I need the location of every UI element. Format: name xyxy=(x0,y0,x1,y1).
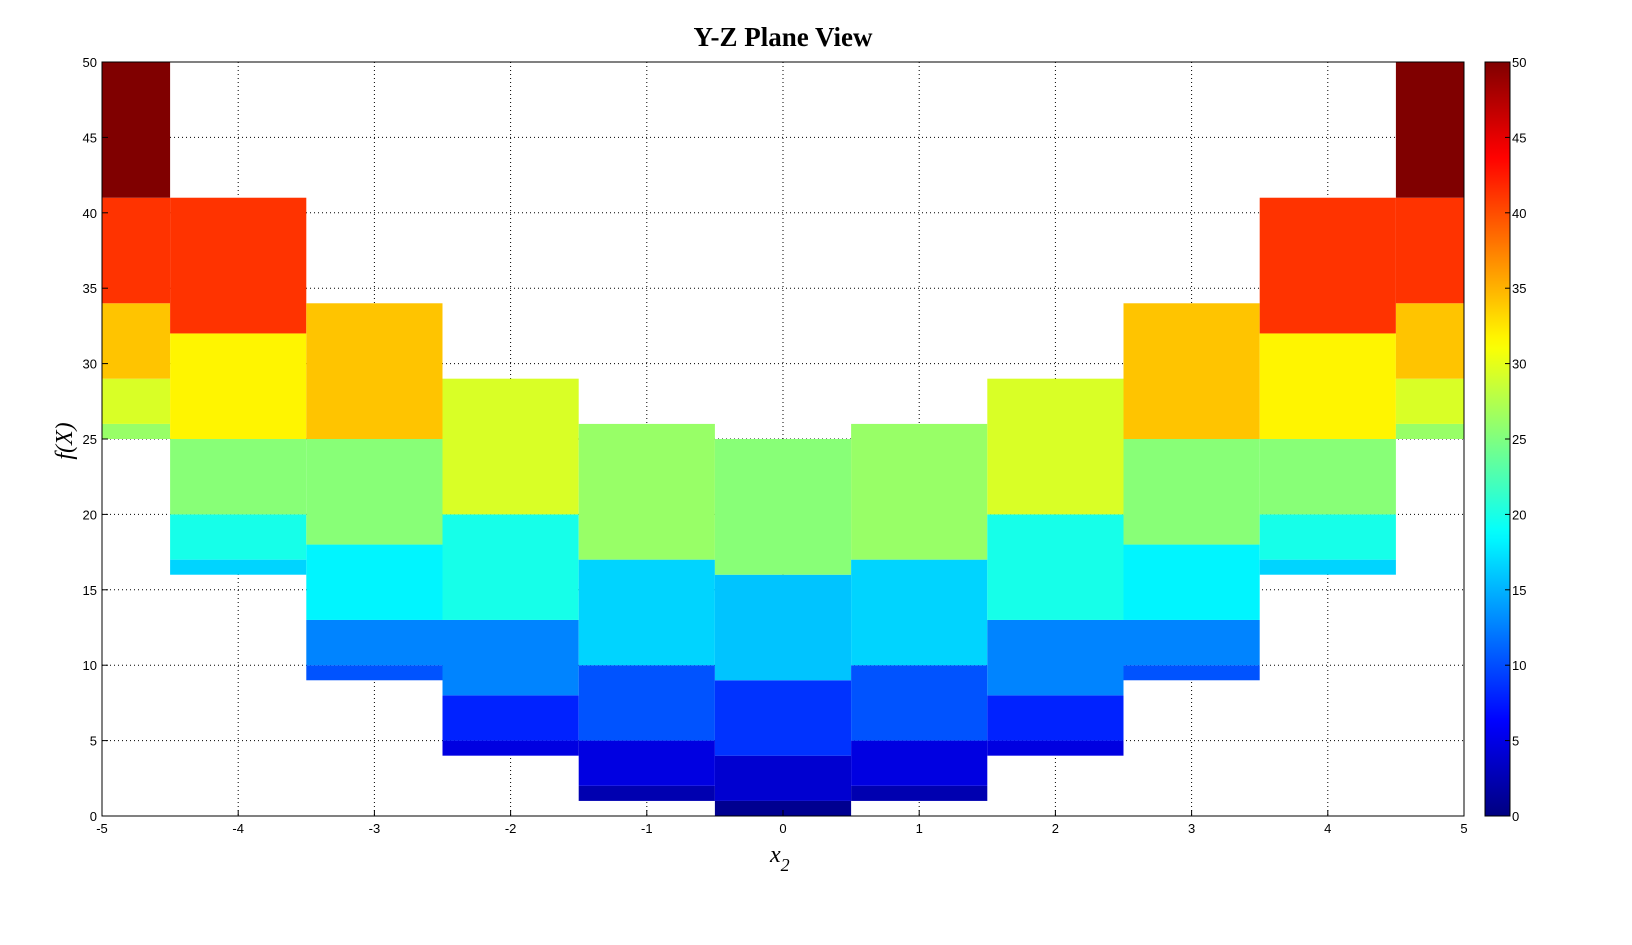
bar-segment xyxy=(170,514,307,560)
bars xyxy=(102,62,1464,816)
bar-segment xyxy=(102,423,171,439)
colorbar-tick-label: 30 xyxy=(1512,357,1526,372)
y-tick-label: 30 xyxy=(83,357,97,372)
bar-segment xyxy=(851,740,988,786)
y-tick-label: 50 xyxy=(83,55,97,70)
bar-segment xyxy=(306,619,443,666)
x-tick-label: 0 xyxy=(779,821,786,836)
bar-segment xyxy=(987,695,1124,741)
bar-segment xyxy=(170,439,307,515)
bar-segment xyxy=(442,514,579,620)
y-tick-label: 40 xyxy=(83,206,97,221)
x-axis-label: x2 xyxy=(769,842,790,875)
colorbar-tick-label: 50 xyxy=(1512,55,1526,70)
bar-segment xyxy=(1123,303,1260,439)
bar-segment xyxy=(1395,197,1464,304)
bar-segment xyxy=(1123,619,1260,666)
bar-segment xyxy=(1395,378,1464,424)
y-tick-label: 5 xyxy=(90,734,97,749)
bar-segment xyxy=(714,439,852,575)
bar-segment xyxy=(442,619,579,696)
bar-segment xyxy=(851,785,988,801)
x-tick-label: 3 xyxy=(1188,821,1195,836)
bar-segment xyxy=(1123,665,1260,681)
y-tick-label: 35 xyxy=(83,281,97,296)
colorbar-tick-label: 25 xyxy=(1512,432,1526,447)
bar-segment xyxy=(578,785,715,801)
bar-segment xyxy=(987,514,1124,620)
colorbar-tick-label: 40 xyxy=(1512,206,1526,221)
bar-segment xyxy=(306,439,443,545)
y-tick-label: 45 xyxy=(83,130,97,145)
x-tick-label: 4 xyxy=(1324,821,1331,836)
bar-segment xyxy=(170,197,307,334)
colorbar: 0 5 10 15 20 25 30 35 40 45 50 xyxy=(1484,55,1526,824)
bar-segment xyxy=(1395,423,1464,439)
bar-segment xyxy=(170,333,307,439)
bar-segment xyxy=(851,423,988,560)
bar-segment xyxy=(1259,439,1396,515)
x-ticks: -5 -4 -3 -2 -1 0 1 2 3 4 5 xyxy=(96,810,1468,836)
bar-segment xyxy=(442,378,579,515)
y-tick-label: 0 xyxy=(90,809,97,824)
y-tick-label: 25 xyxy=(83,432,97,447)
x-tick-label: 1 xyxy=(916,821,923,836)
bar-segment xyxy=(306,303,443,439)
bar-segment xyxy=(102,378,171,424)
colorbar-tick-label: 10 xyxy=(1512,658,1526,673)
bar-segment xyxy=(442,740,579,756)
bar-segment xyxy=(1259,197,1396,334)
bar-segment xyxy=(102,62,171,198)
bar-segment xyxy=(1123,544,1260,620)
bar-segment xyxy=(851,665,988,741)
y-axis-label: f(X) xyxy=(52,422,78,459)
colorbar-tick-label: 15 xyxy=(1512,583,1526,598)
colorbar-tick-label: 35 xyxy=(1512,281,1526,296)
bar-segment xyxy=(170,559,307,575)
bar-segment xyxy=(851,559,988,666)
colorbar-tick-label: 20 xyxy=(1512,507,1526,522)
bar-segment xyxy=(578,423,715,560)
bar-segment xyxy=(987,378,1124,515)
bar-segment xyxy=(1259,333,1396,439)
bar-segment xyxy=(306,665,443,681)
bar-segment xyxy=(1395,62,1464,198)
bar-segment xyxy=(714,800,852,816)
bar-segment xyxy=(442,695,579,741)
bar-segment xyxy=(578,559,715,666)
bar-segment xyxy=(1123,439,1260,545)
x-tick-label: -2 xyxy=(505,821,517,836)
colorbar-tick-label: 0 xyxy=(1512,809,1519,824)
x-axis-label-subscript: 2 xyxy=(781,855,790,875)
x-tick-label: -5 xyxy=(96,821,108,836)
colorbar-tick-label: 5 xyxy=(1512,734,1519,749)
bar-segment xyxy=(1395,303,1464,379)
colorbar-tick-label: 45 xyxy=(1512,130,1526,145)
y-ticks: 0 5 10 15 20 25 30 35 40 45 50 xyxy=(83,55,108,824)
bar-segment xyxy=(578,665,715,741)
bar-segment xyxy=(987,740,1124,756)
bar-segment xyxy=(987,619,1124,696)
y-tick-label: 20 xyxy=(83,507,97,522)
bar-segment xyxy=(714,574,852,681)
bar-segment xyxy=(714,755,852,801)
bar-segment xyxy=(578,740,715,786)
bar-segment xyxy=(102,303,171,379)
x-tick-label: -3 xyxy=(369,821,381,836)
x-axis-label-base: x xyxy=(769,842,781,868)
x-tick-label: -4 xyxy=(232,821,244,836)
bar-segment xyxy=(102,197,171,304)
bar-segment xyxy=(1259,559,1396,575)
chart-title: Y-Z Plane View xyxy=(693,22,873,52)
y-tick-label: 10 xyxy=(83,658,97,673)
bar-segment xyxy=(1259,514,1396,560)
x-tick-label: -1 xyxy=(641,821,653,836)
bar-segment xyxy=(306,544,443,620)
x-tick-label: 2 xyxy=(1052,821,1059,836)
x-tick-label: 5 xyxy=(1460,821,1467,836)
y-tick-label: 15 xyxy=(83,583,97,598)
bar-segment xyxy=(714,680,852,756)
